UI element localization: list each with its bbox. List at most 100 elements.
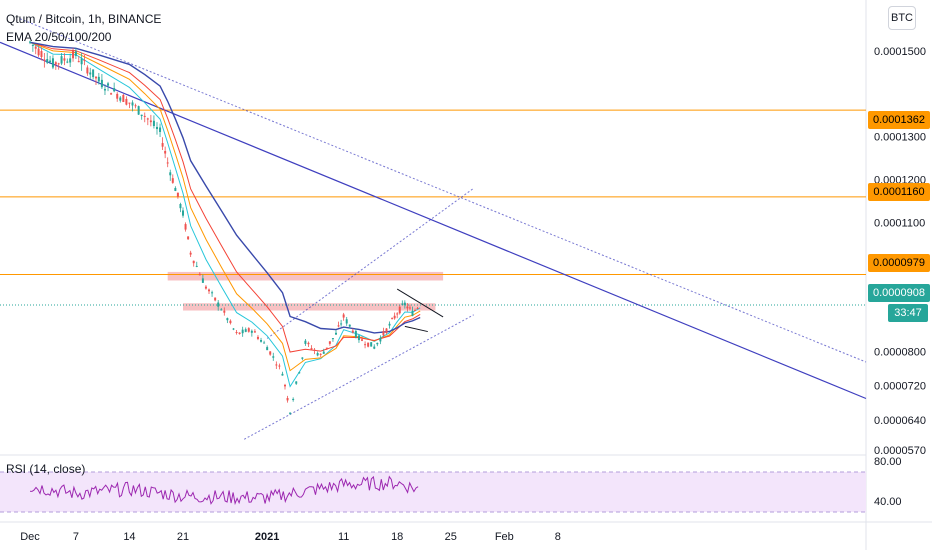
- time-tick-label: 8: [555, 531, 561, 543]
- price-tick-label: 0.0000570: [874, 445, 926, 457]
- time-tick-label: 2021: [255, 531, 279, 543]
- candle-body: [63, 58, 66, 61]
- candle-body: [244, 329, 247, 332]
- candle-body: [184, 224, 187, 230]
- main-pane[interactable]: [0, 0, 866, 455]
- candle-body: [159, 127, 162, 132]
- candle-body: [60, 56, 63, 64]
- candle-body: [272, 356, 275, 358]
- candle-body: [266, 347, 269, 351]
- candle-body: [43, 59, 46, 61]
- last-price-badge: 0.0000908: [868, 284, 930, 302]
- candle-body: [286, 397, 289, 401]
- candle-body: [307, 342, 310, 345]
- rsi-band: [0, 472, 866, 512]
- candle-body: [143, 115, 146, 117]
- candle-body: [398, 306, 401, 314]
- candle-body: [179, 204, 182, 209]
- candle-body: [263, 342, 266, 344]
- time-tick-label: 11: [338, 531, 349, 543]
- candle-body: [284, 384, 286, 387]
- candle-body: [171, 178, 174, 183]
- candle-body: [226, 318, 229, 321]
- candle-body: [94, 76, 97, 79]
- candle-body: [92, 69, 95, 78]
- candle-body: [325, 347, 328, 349]
- candle-body: [40, 51, 43, 58]
- time-tick-label: 25: [445, 531, 457, 543]
- candle-body: [364, 344, 367, 346]
- candle-body: [289, 412, 292, 414]
- candle-body: [77, 61, 80, 63]
- candle-body: [146, 118, 149, 120]
- ascending-channel-lower: [243, 314, 474, 440]
- candle-body: [107, 83, 110, 86]
- time-tick-label: 18: [391, 531, 403, 543]
- candle-body: [322, 351, 325, 354]
- candle-body: [278, 365, 281, 367]
- candle-body: [313, 349, 316, 351]
- support-zone: [183, 303, 436, 311]
- candle-body: [408, 307, 411, 309]
- time-tick-label: 21: [177, 531, 189, 543]
- candle-body: [340, 323, 343, 325]
- countdown-badge: 33:47: [888, 304, 928, 322]
- candle-body: [166, 162, 169, 164]
- candle-body: [414, 310, 417, 312]
- candle-body: [357, 335, 360, 341]
- candle-body: [345, 319, 348, 324]
- time-tick-label: Feb: [495, 531, 514, 543]
- ascending-channel-upper: [266, 187, 474, 339]
- candle-body: [319, 353, 322, 355]
- indicator-legend: EMA 20/50/100/200: [6, 30, 112, 44]
- candle-body: [204, 286, 207, 289]
- candle-body: [86, 67, 89, 74]
- price-tick-label: 0.0001300: [874, 132, 926, 144]
- candle-body: [74, 51, 77, 56]
- candle-body: [229, 320, 232, 324]
- candle-body: [161, 143, 164, 147]
- candle-body: [223, 310, 226, 313]
- candle-body: [51, 58, 54, 68]
- candle-body: [31, 44, 34, 46]
- currency-button[interactable]: BTC: [888, 6, 916, 30]
- candle-body: [119, 97, 122, 101]
- candle-body: [116, 93, 119, 99]
- candle-body: [388, 323, 391, 326]
- time-tick-label: 14: [123, 531, 135, 543]
- candle-body: [29, 41, 31, 43]
- candle-body: [198, 273, 201, 276]
- candle-body: [342, 314, 345, 318]
- candle-body: [416, 307, 419, 309]
- triangle-top-line: [396, 288, 444, 318]
- time-tick-label: Dec: [20, 531, 40, 543]
- candle-body: [217, 302, 220, 307]
- candle-body: [396, 313, 399, 315]
- candle-body: [335, 332, 337, 335]
- candle-body: [367, 342, 370, 347]
- candle-body: [155, 126, 158, 130]
- candle-body: [250, 330, 253, 333]
- candle-body: [269, 351, 272, 355]
- candle-body: [187, 236, 190, 240]
- candle-body: [295, 381, 298, 384]
- candle-body: [348, 324, 351, 327]
- price-level-badge: 0.0000979: [868, 254, 930, 272]
- candle-body: [46, 59, 49, 63]
- candle-body: [411, 310, 414, 316]
- candle-body: [301, 357, 304, 359]
- candle-body: [57, 63, 60, 65]
- rsi-level-label: 40.00: [874, 496, 902, 508]
- candle-body: [34, 46, 37, 49]
- price-tick-label: 0.0000800: [874, 346, 926, 358]
- candle-body: [232, 328, 235, 330]
- candle-body: [113, 88, 116, 92]
- price-level-badge: 0.0001160: [868, 183, 930, 201]
- descending-channel-line: [19, 18, 867, 363]
- candle-body: [370, 342, 373, 347]
- candle-body: [393, 315, 396, 319]
- candle-body: [176, 192, 179, 197]
- candle-body: [373, 346, 376, 349]
